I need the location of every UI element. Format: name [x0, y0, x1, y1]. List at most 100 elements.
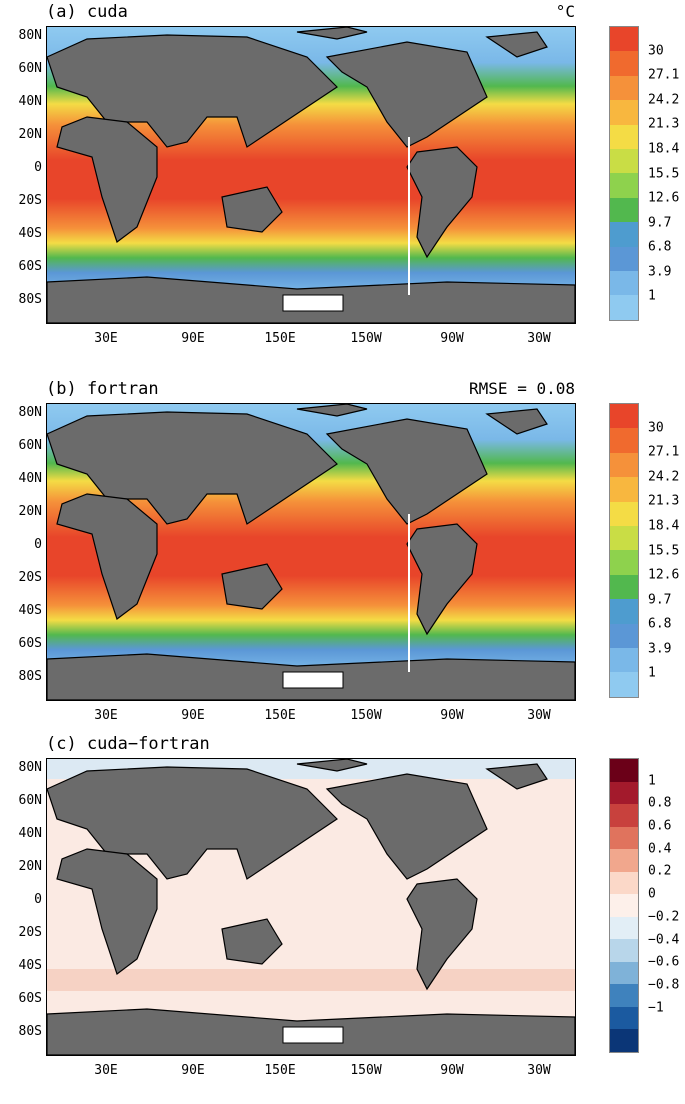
colorbar-label: 15.5	[648, 166, 680, 181]
y-tick-0: 0	[34, 160, 42, 175]
colorbar-label: −0.2	[648, 909, 680, 925]
x-tick-150e: 150E	[264, 331, 296, 346]
colorbar-label: 6.8	[648, 239, 672, 255]
colorbar	[609, 758, 639, 1053]
y-tick-0: 0	[34, 537, 42, 552]
colorbar-label: −0.4	[648, 932, 680, 948]
colorbar-label: 24.2	[648, 92, 680, 108]
y-tick-80s: 80S	[18, 1024, 42, 1039]
y-tick-20s: 20S	[18, 193, 42, 208]
colorbar-label: 3.9	[648, 641, 672, 657]
colorbar-label: 0.4	[648, 841, 672, 857]
panel-title: (a) cuda	[46, 2, 128, 22]
colorbar-segment	[610, 501, 638, 527]
x-tick-150w: 150W	[350, 1063, 382, 1078]
x-tick-30e: 30E	[94, 331, 118, 346]
y-tick-60n: 60N	[18, 438, 42, 453]
y-tick-40n: 40N	[18, 94, 42, 109]
x-tick-90e: 90E	[181, 1063, 205, 1078]
colorbar-label: 0.2	[648, 863, 672, 879]
colorbar-segment	[610, 894, 638, 917]
x-tick-90w: 90W	[440, 331, 464, 346]
colorbar-segment	[610, 599, 638, 624]
colorbar-label: 21.3	[648, 116, 680, 132]
y-tick-60n: 60N	[18, 793, 42, 808]
colorbar-label: 12.6	[648, 190, 680, 206]
colorbar-segment	[610, 623, 638, 649]
colorbar-label: 3.9	[648, 264, 672, 280]
colorbar-label: 1	[648, 288, 656, 304]
y-tick-20n: 20N	[18, 127, 42, 142]
y-tick-40s: 40S	[18, 603, 42, 618]
colorbar-label: −0.6	[648, 954, 680, 970]
sst-map	[46, 403, 576, 701]
x-tick-150w: 150W	[350, 331, 382, 346]
colorbar-label: 21.3	[648, 493, 680, 509]
x-tick-30e: 30E	[94, 1063, 118, 1078]
y-tick-80s: 80S	[18, 669, 42, 684]
colorbar-segment	[610, 759, 638, 782]
colorbar-label: 18.4	[648, 518, 680, 534]
colorbar-label: 1	[648, 665, 656, 681]
y-tick-60s: 60S	[18, 991, 42, 1006]
colorbar-label: 0.6	[648, 818, 672, 834]
y-tick-80n: 80N	[18, 760, 42, 775]
colorbar-segment	[610, 1006, 638, 1030]
y-tick-40n: 40N	[18, 471, 42, 486]
colorbar-label: −0.8	[648, 977, 680, 993]
colorbar-segment	[610, 781, 638, 805]
x-tick-30e: 30E	[94, 708, 118, 723]
y-tick-20n: 20N	[18, 504, 42, 519]
colorbar-segment	[610, 672, 638, 697]
colorbar-label: 0.8	[648, 795, 672, 811]
colorbar-segment	[610, 916, 638, 940]
colorbar-label: 27.1	[648, 444, 680, 460]
colorbar-segment	[610, 550, 638, 575]
unit-label: °C	[555, 2, 575, 21]
rmse-label: RMSE = 0.08	[469, 379, 575, 398]
colorbar-label: 1	[648, 773, 656, 789]
colorbar-segment	[610, 51, 638, 76]
colorbar-segment	[610, 222, 638, 247]
colorbar-segment	[610, 871, 638, 895]
colorbar-label: 9.7	[648, 215, 672, 231]
colorbar-segment	[610, 939, 638, 962]
x-tick-30w: 30W	[527, 331, 551, 346]
y-tick-80n: 80N	[18, 405, 42, 420]
y-tick-20s: 20S	[18, 570, 42, 585]
x-tick-30w: 30W	[527, 1063, 551, 1078]
panel-title: (b) fortran	[46, 379, 159, 399]
colorbar-segment	[610, 27, 638, 52]
colorbar	[609, 26, 639, 321]
colorbar-segment	[610, 849, 638, 872]
panel-cuda: (a) cuda °C	[0, 2, 685, 364]
colorbar-segment	[610, 961, 638, 985]
y-tick-80n: 80N	[18, 28, 42, 43]
colorbar-segment	[610, 295, 638, 320]
panel-difference: (c) cuda−fortran 80N 60N 40N 20N 0 20S 4…	[0, 734, 685, 1096]
colorbar-label: 24.2	[648, 469, 680, 485]
colorbar-segment	[610, 1029, 638, 1052]
sst-map	[46, 26, 576, 324]
colorbar-segment	[610, 804, 638, 827]
colorbar-label: 27.1	[648, 67, 680, 83]
colorbar-segment	[610, 574, 638, 600]
colorbar-label: 6.8	[648, 616, 672, 632]
colorbar-segment	[610, 100, 638, 125]
colorbar-label: 18.4	[648, 141, 680, 157]
colorbar-segment	[610, 246, 638, 272]
colorbar-label: −1	[648, 1000, 664, 1016]
y-tick-40s: 40S	[18, 226, 42, 241]
y-tick-40s: 40S	[18, 958, 42, 973]
colorbar-label: 30	[648, 420, 664, 436]
colorbar-label: 9.7	[648, 592, 672, 608]
x-tick-90e: 90E	[181, 331, 205, 346]
colorbar-segment	[610, 648, 638, 673]
colorbar-segment	[610, 149, 638, 174]
colorbar-segment	[610, 197, 638, 223]
y-tick-0: 0	[34, 892, 42, 907]
x-tick-150w: 150W	[350, 708, 382, 723]
x-tick-150e: 150E	[264, 1063, 296, 1078]
colorbar-label: 0	[648, 886, 656, 902]
colorbar-segment	[610, 452, 638, 478]
